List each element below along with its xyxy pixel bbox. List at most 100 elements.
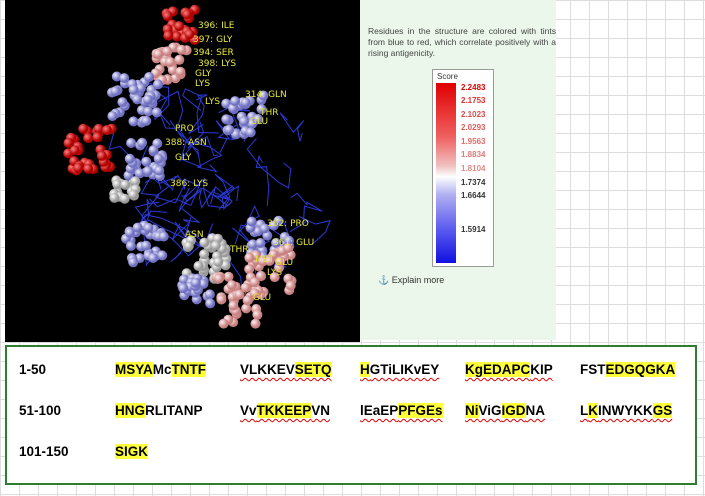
residue-segment: ViG	[478, 403, 502, 418]
residue-label: 397: GLY	[193, 35, 233, 45]
sphere	[193, 261, 204, 271]
sphere	[246, 216, 257, 227]
wire	[149, 85, 200, 156]
sphere	[283, 243, 294, 253]
sphere	[154, 165, 165, 176]
sphere	[285, 280, 296, 291]
sequence-row: 101-150 SIGK	[7, 441, 695, 463]
sequence-row: 1-50 MSYAMcTNTF VLKKEVSETQ HGTiLIKvEY KgEDAP…	[7, 359, 695, 381]
sphere	[128, 84, 139, 95]
sphere	[210, 240, 221, 251]
residue-label: 398: LYS	[198, 59, 236, 69]
sphere	[259, 223, 270, 234]
residue-label: 361: GLU	[273, 238, 314, 248]
residue-group: HGTiLIKvEY	[360, 362, 439, 377]
residue-label: GLY	[175, 153, 192, 163]
residue-label: 314: GLN	[245, 90, 287, 100]
color-bar	[436, 83, 456, 263]
sphere	[269, 272, 280, 283]
range-label: 101-150	[19, 444, 69, 459]
wire	[169, 120, 202, 168]
sphere	[128, 189, 139, 200]
sphere	[249, 277, 260, 288]
epitope-segment: GS	[652, 403, 673, 418]
sphere	[214, 273, 224, 284]
residue-label: 388: ASN	[165, 138, 207, 148]
range-label: 1-50	[19, 362, 47, 377]
wire	[255, 154, 270, 207]
sphere	[92, 132, 103, 143]
sequence-table: 1-50 MSYAMcTNTF VLKKEVSETQ HGTiLIKvEY KgEDAP…	[5, 345, 697, 485]
sphere	[171, 31, 182, 42]
residue-segment: Mc	[152, 362, 172, 377]
sphere	[218, 318, 229, 329]
score-scale: Score 2.2483 2.1753 2.1023 2.0293 1.9563 1.88…	[432, 69, 494, 267]
sphere	[268, 220, 279, 231]
legend-panel: Residues in the structure are colored wi…	[360, 0, 556, 340]
sphere	[83, 163, 94, 174]
sphere	[73, 162, 84, 173]
sphere	[284, 235, 294, 246]
link-text[interactable]: Explain more	[391, 275, 445, 285]
score-value: 1.9563	[461, 137, 486, 146]
sphere	[275, 256, 286, 267]
residue-segment: RLITANP	[145, 403, 203, 418]
sphere	[244, 252, 255, 263]
residue-group: VLKKEVSETQ	[240, 362, 332, 377]
residue-label: MET	[255, 255, 274, 265]
sphere	[244, 264, 255, 275]
epitope-segment: TNTF	[171, 362, 207, 377]
epitope-segment: Ni	[465, 403, 479, 418]
sphere	[124, 227, 135, 238]
sphere	[250, 318, 261, 329]
residue-segment: NA	[525, 403, 546, 418]
sphere	[175, 66, 186, 77]
sphere	[96, 150, 107, 161]
sphere	[144, 72, 155, 82]
residue-label: GLU	[253, 293, 271, 303]
range-label: 51-100	[19, 403, 62, 418]
residue-segment: INWYKK	[598, 403, 653, 418]
residue-segment: VLKKEV	[240, 362, 295, 377]
score-value: 1.6644	[461, 191, 486, 200]
score-title: Score	[437, 72, 458, 81]
residue-label: LYS	[205, 97, 220, 107]
sphere	[256, 104, 267, 115]
sphere	[158, 231, 169, 242]
epitope-segment: EDGQGKA	[605, 362, 676, 377]
wire	[279, 112, 305, 142]
residue-group: LKINWYKKGS	[580, 403, 673, 418]
sphere	[163, 30, 174, 41]
score-value: 1.8834	[461, 150, 486, 159]
wire	[289, 215, 331, 245]
sphere	[153, 79, 163, 90]
sphere	[141, 240, 152, 251]
sphere	[111, 71, 122, 82]
sphere	[253, 114, 264, 124]
sphere	[132, 222, 143, 233]
score-value: 2.1023	[461, 110, 486, 119]
sphere	[102, 125, 112, 136]
explain-more-link[interactable]: ⚓ Explain more	[378, 275, 445, 285]
residue-label: GLU	[250, 117, 268, 127]
sphere	[199, 249, 210, 260]
sphere	[125, 240, 136, 251]
sphere	[252, 309, 263, 320]
residue-group: lEaEPPFGEs	[360, 403, 443, 418]
residue-label: 396: ILE	[198, 21, 235, 31]
sphere	[141, 115, 152, 126]
sphere	[117, 97, 128, 108]
residue-segment: GTiLIKvEY	[369, 362, 440, 377]
sphere	[190, 277, 201, 288]
sphere	[178, 283, 189, 294]
sphere	[234, 289, 245, 300]
sphere	[119, 193, 130, 204]
score-value: 2.1753	[461, 96, 486, 105]
wire	[149, 178, 200, 208]
sphere	[247, 239, 258, 250]
sphere	[148, 253, 159, 263]
sphere	[134, 168, 145, 179]
sphere	[153, 49, 164, 59]
